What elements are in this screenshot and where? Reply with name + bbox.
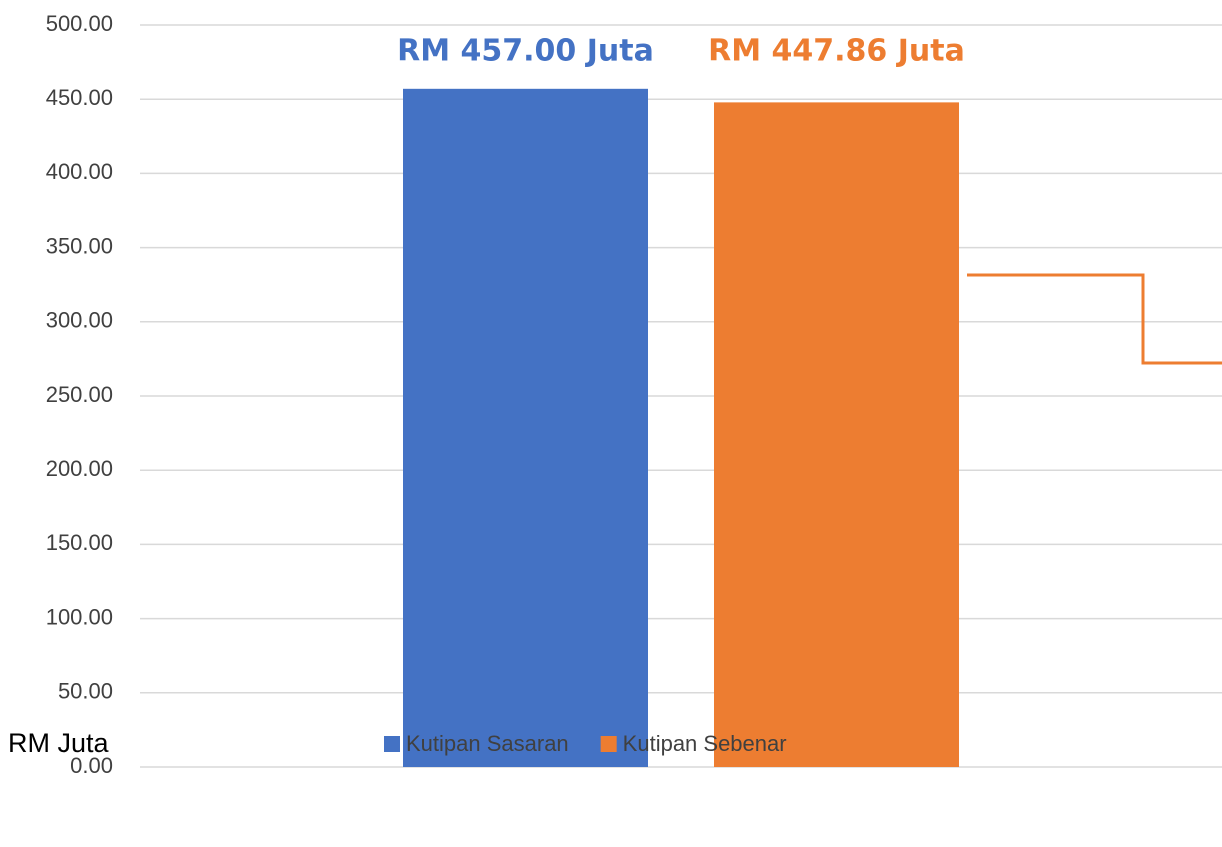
legend-label: Kutipan Sebenar — [623, 731, 787, 756]
y-tick-label: 350.00 — [46, 233, 113, 258]
legend-label: Kutipan Sasaran — [406, 731, 569, 756]
connector-shape — [967, 273, 1222, 365]
y-tick-label: 100.00 — [46, 604, 113, 629]
legend-swatch — [600, 736, 617, 752]
plot-area: 0.00 50.00 100.00 150.00 200.00 250.00 300.00 3… — [46, 11, 1222, 778]
y-tick-label: 450.00 — [46, 85, 113, 110]
y-tick-label: 150.00 — [46, 530, 113, 555]
y-tick-label: 500.00 — [46, 11, 113, 36]
y-tick-label: 0.00 — [70, 753, 113, 778]
data-label: RM 447.86 Juta — [708, 34, 965, 69]
legend-swatch — [384, 736, 400, 752]
y-tick-label: 250.00 — [46, 382, 113, 407]
bar — [403, 88, 648, 767]
y-tick-label: 50.00 — [58, 679, 113, 704]
y-tick-label: 200.00 — [46, 456, 113, 481]
y-tick-label: 400.00 — [46, 159, 113, 184]
bar — [714, 102, 959, 768]
y-axis-label: RM Juta — [8, 728, 110, 758]
legend: Kutipan Sasaran Kutipan Sebenar — [384, 731, 787, 756]
y-tick-label: 300.00 — [46, 308, 113, 333]
data-label: RM 457.00 Juta — [397, 34, 654, 69]
